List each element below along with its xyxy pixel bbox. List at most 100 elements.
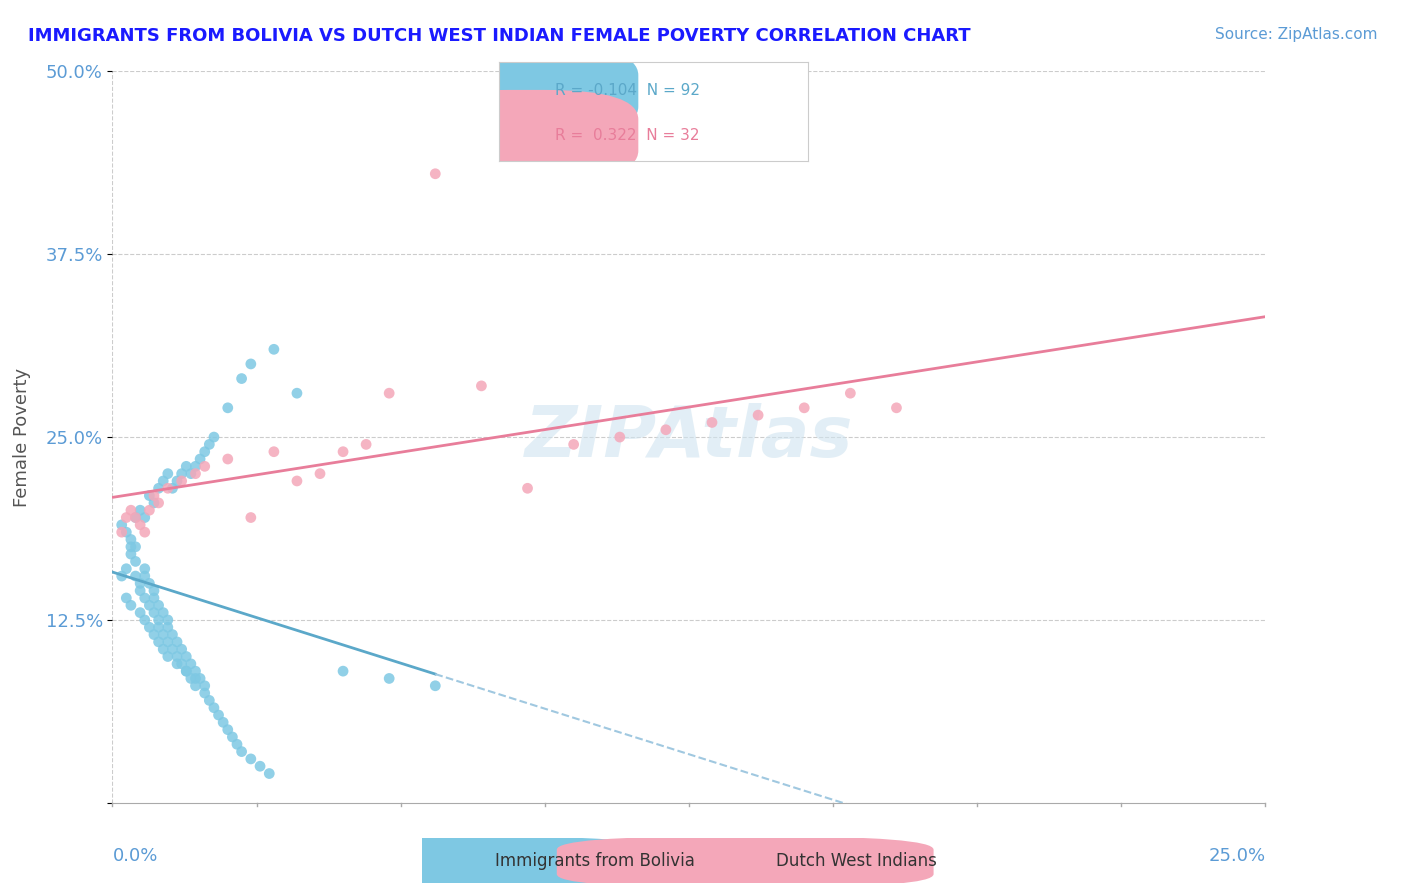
Point: [263, 343, 285, 357]
Point: [148, 620, 170, 634]
Point: [148, 635, 170, 649]
Point: [115, 591, 138, 605]
FancyBboxPatch shape: [276, 837, 652, 888]
Point: [129, 517, 152, 532]
Point: [156, 481, 179, 495]
FancyBboxPatch shape: [416, 45, 638, 136]
Point: [194, 459, 217, 474]
Point: [152, 642, 174, 657]
Point: [111, 517, 134, 532]
Point: [263, 444, 285, 458]
Text: R =  0.322  N = 32: R = 0.322 N = 32: [555, 128, 699, 143]
Point: [162, 627, 184, 641]
Point: [152, 474, 174, 488]
Text: R = -0.104  N = 92: R = -0.104 N = 92: [555, 83, 700, 98]
Point: [184, 467, 207, 481]
Point: [198, 693, 221, 707]
Point: [124, 569, 146, 583]
Point: [198, 437, 221, 451]
Point: [120, 599, 142, 613]
Point: [148, 613, 170, 627]
Point: [124, 510, 146, 524]
Point: [184, 679, 207, 693]
Point: [793, 401, 815, 415]
Point: [143, 583, 166, 598]
Point: [609, 430, 631, 444]
Point: [111, 569, 134, 583]
Point: [249, 759, 271, 773]
Point: [115, 510, 138, 524]
Point: [166, 649, 188, 664]
Point: [166, 635, 188, 649]
Text: Immigrants from Bolivia: Immigrants from Bolivia: [495, 852, 695, 870]
Point: [166, 657, 188, 671]
Text: Dutch West Indians: Dutch West Indians: [776, 852, 936, 870]
Point: [174, 664, 197, 678]
Point: [239, 510, 262, 524]
Point: [231, 745, 253, 759]
Point: [174, 664, 197, 678]
Text: ZIPAtlas: ZIPAtlas: [524, 402, 853, 472]
Point: [120, 533, 142, 547]
Point: [239, 357, 262, 371]
Point: [285, 386, 308, 401]
Point: [839, 386, 862, 401]
Point: [134, 510, 156, 524]
Point: [138, 599, 160, 613]
Point: [170, 642, 193, 657]
Point: [655, 423, 678, 437]
Text: 25.0%: 25.0%: [1208, 847, 1265, 864]
Point: [217, 452, 239, 467]
Point: [143, 496, 166, 510]
Point: [180, 467, 202, 481]
Point: [162, 642, 184, 657]
Point: [425, 679, 447, 693]
Point: [184, 459, 207, 474]
Point: [259, 766, 281, 780]
FancyBboxPatch shape: [416, 90, 638, 180]
Point: [378, 672, 401, 686]
Point: [207, 708, 229, 723]
Point: [226, 737, 249, 751]
Point: [174, 649, 197, 664]
Point: [202, 700, 225, 714]
Point: [217, 401, 239, 415]
Point: [188, 452, 211, 467]
Point: [188, 672, 211, 686]
Point: [156, 649, 179, 664]
Point: [886, 401, 908, 415]
Point: [425, 167, 447, 181]
Point: [134, 525, 156, 540]
Point: [134, 562, 156, 576]
Point: [156, 467, 179, 481]
Point: [111, 525, 134, 540]
Point: [148, 481, 170, 495]
Point: [143, 489, 166, 503]
Point: [152, 627, 174, 641]
Point: [180, 657, 202, 671]
FancyBboxPatch shape: [557, 837, 934, 888]
Point: [184, 672, 207, 686]
Point: [156, 635, 179, 649]
Point: [138, 620, 160, 634]
Point: [129, 503, 152, 517]
Point: [166, 474, 188, 488]
Point: [516, 481, 538, 495]
Point: [174, 459, 197, 474]
Point: [470, 379, 492, 393]
Point: [148, 496, 170, 510]
Point: [134, 569, 156, 583]
Text: IMMIGRANTS FROM BOLIVIA VS DUTCH WEST INDIAN FEMALE POVERTY CORRELATION CHART: IMMIGRANTS FROM BOLIVIA VS DUTCH WEST IN…: [28, 27, 970, 45]
Point: [194, 686, 217, 700]
Point: [221, 730, 243, 744]
Point: [170, 474, 193, 488]
Point: [170, 467, 193, 481]
Point: [120, 540, 142, 554]
Text: 0.0%: 0.0%: [112, 847, 157, 864]
Y-axis label: Female Poverty: Female Poverty: [14, 368, 31, 507]
Point: [129, 606, 152, 620]
Point: [194, 444, 217, 458]
Point: [212, 715, 235, 730]
Point: [239, 752, 262, 766]
Point: [194, 679, 217, 693]
